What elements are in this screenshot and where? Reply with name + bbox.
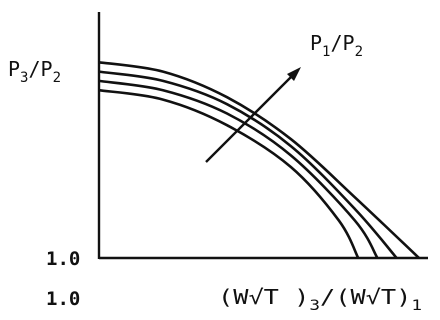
- y-tick-label: 1.0: [46, 248, 80, 270]
- parameter-arrow-shaft: [205, 71, 297, 163]
- x-tick-label: 1.0: [46, 288, 80, 310]
- parameter-label: P1/P2: [310, 31, 363, 60]
- series-line-1: [98, 61, 420, 259]
- series-line-3: [98, 79, 379, 259]
- series-line-2: [98, 70, 398, 259]
- y-axis-label: P3/P2: [8, 57, 61, 86]
- series-layer: [98, 61, 420, 259]
- x-axis-label: (W√T ) 3/(W√T) 1: [218, 285, 422, 314]
- parameter-arrow-head: [287, 67, 301, 81]
- series-line-4: [98, 88, 360, 259]
